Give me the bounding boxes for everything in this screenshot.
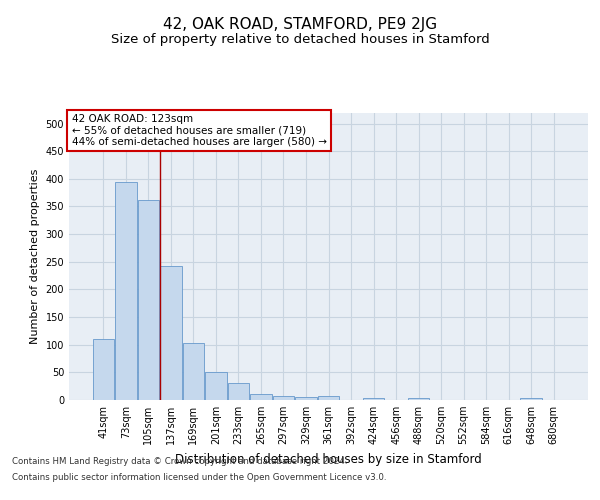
- Bar: [250, 394, 272, 400]
- Text: Contains HM Land Registry data © Crown copyright and database right 2024.: Contains HM Land Registry data © Crown c…: [12, 458, 347, 466]
- Bar: [363, 398, 384, 400]
- Bar: [92, 339, 114, 400]
- Text: 42, OAK ROAD, STAMFORD, PE9 2JG: 42, OAK ROAD, STAMFORD, PE9 2JG: [163, 18, 437, 32]
- Bar: [318, 396, 339, 400]
- Bar: [115, 182, 137, 400]
- Bar: [160, 266, 182, 400]
- X-axis label: Distribution of detached houses by size in Stamford: Distribution of detached houses by size …: [175, 452, 482, 466]
- Bar: [228, 384, 249, 400]
- Bar: [273, 396, 294, 400]
- Text: Contains public sector information licensed under the Open Government Licence v3: Contains public sector information licen…: [12, 472, 386, 482]
- Bar: [408, 398, 429, 400]
- Y-axis label: Number of detached properties: Number of detached properties: [30, 168, 40, 344]
- Bar: [137, 200, 159, 400]
- Bar: [295, 396, 317, 400]
- Text: 42 OAK ROAD: 123sqm
← 55% of detached houses are smaller (719)
44% of semi-detac: 42 OAK ROAD: 123sqm ← 55% of detached ho…: [71, 114, 326, 147]
- Bar: [520, 398, 542, 400]
- Bar: [205, 372, 227, 400]
- Bar: [182, 342, 204, 400]
- Text: Size of property relative to detached houses in Stamford: Size of property relative to detached ho…: [110, 32, 490, 46]
